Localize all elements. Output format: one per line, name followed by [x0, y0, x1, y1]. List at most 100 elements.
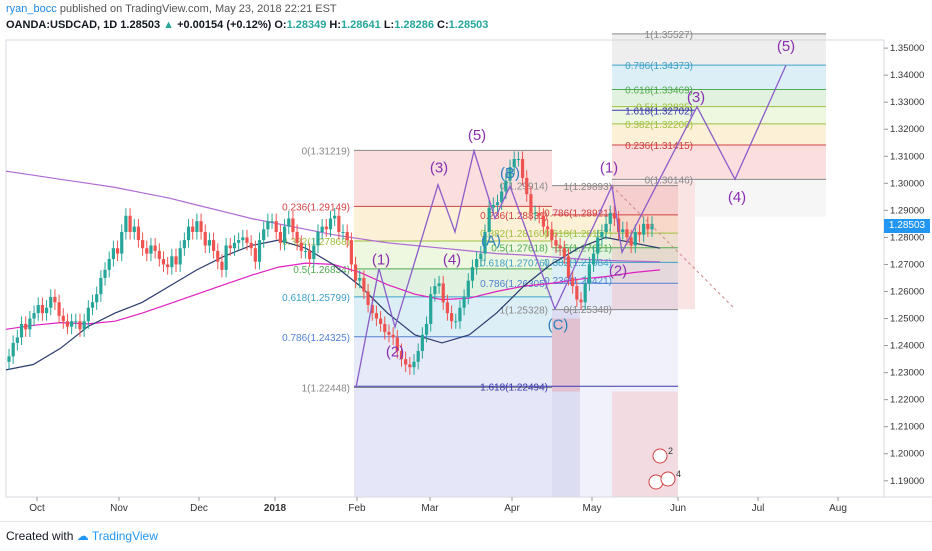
candle-body — [228, 245, 232, 249]
price-chart[interactable]: 0(1.31219) 0.236(1.29149) 0.382(1.27868) 0.… — [0, 0, 932, 521]
price-tick-label: 1.20000 — [890, 449, 924, 460]
candle-body — [32, 313, 36, 319]
candle-body — [337, 215, 341, 232]
candle-body — [249, 242, 253, 249]
candle-body — [495, 202, 500, 205]
time-tick-label: 2018 — [264, 503, 287, 514]
candle-body — [270, 221, 274, 223]
elliott-wave-label: (A) — [481, 233, 501, 250]
time-tick-label: Aug — [829, 503, 847, 514]
price-tick-label: 1.33000 — [890, 97, 924, 108]
candle-body — [441, 283, 445, 303]
time-tick-label: Oct — [29, 503, 45, 514]
elliott-wave-label: (B) — [500, 165, 520, 182]
candle-body — [596, 237, 600, 254]
fib3-label: 0.236(1.26421) — [544, 276, 612, 287]
candle-body — [295, 231, 299, 243]
candle-body — [245, 237, 249, 243]
candle-body — [237, 240, 241, 243]
candle-body — [157, 250, 161, 260]
fib1-label: 0.618(1.25799) — [282, 293, 350, 304]
price-tick-label: 1.22000 — [890, 395, 924, 406]
candle-body — [266, 221, 270, 230]
candle-body — [287, 218, 291, 227]
candle-body — [120, 231, 124, 254]
change-value: +0.00154 (+0.12%) — [177, 19, 272, 31]
candle-body — [65, 321, 70, 327]
fib4-label: 0.786(1.34373) — [625, 61, 693, 72]
elliott-wave-label: (5) — [468, 127, 486, 144]
footer: Created with ☁ TradingView — [0, 521, 932, 551]
candle-body — [103, 269, 107, 278]
elliott-wave-label: (3) — [687, 89, 705, 106]
candle-body — [395, 337, 399, 351]
low-value: 1.28286 — [394, 19, 434, 31]
fib4-label: 0(1.30146) — [645, 175, 693, 186]
fib4-lower-zone — [612, 180, 695, 310]
candle-body — [166, 264, 170, 268]
candle-body — [420, 334, 424, 351]
fib4-extension-label: 1.618(1.32702) — [625, 106, 693, 117]
author-link[interactable]: ryan_bocc — [6, 3, 57, 15]
price-tick-label: 1.31000 — [890, 151, 924, 162]
candle-body — [211, 240, 216, 251]
candle-body — [278, 231, 282, 243]
price-tick-label: 1.34000 — [890, 70, 924, 81]
elliott-wave-label: (4) — [728, 189, 746, 206]
current-price-label: 1.28503 — [884, 219, 930, 233]
symbol-label: OANDA:USDCAD, 1D — [6, 19, 118, 31]
candle-body — [199, 221, 203, 232]
fib3-label: 0(1.25348) — [564, 305, 612, 316]
fib3-label: 1(1.29893) — [564, 182, 612, 193]
price-tick-label: 1.29000 — [890, 205, 924, 216]
candle-body — [274, 221, 278, 232]
up-arrow-icon: ▲ — [163, 19, 175, 31]
candle-body — [232, 242, 237, 249]
candle-body — [408, 364, 412, 368]
candle-body — [345, 231, 349, 241]
event-flag-icon — [660, 471, 676, 487]
fib1-label: 0.236(1.29149) — [282, 202, 350, 213]
time-tick-label: May — [583, 503, 602, 514]
fib4-label: 0.382(1.32200) — [625, 120, 693, 131]
candle-body — [500, 191, 504, 203]
tradingview-brand[interactable]: TradingView — [91, 529, 158, 543]
last-price: 1.28503 — [120, 19, 161, 31]
elliott-wave-label: (1) — [600, 160, 618, 177]
fib2-label: 0.382(1.28160) — [480, 229, 548, 240]
candle-body — [40, 305, 45, 314]
fib4-zone — [612, 123, 826, 146]
fib2-zone — [552, 262, 678, 284]
candle-body — [579, 299, 583, 303]
candle-body — [124, 215, 128, 232]
elliott-wave-label: (C) — [548, 316, 569, 333]
candle-body — [550, 229, 554, 241]
close-value: 1.28503 — [448, 19, 489, 31]
ohlc-line: OANDA:USDCAD, 1D 1.28503 ▲ +0.00154 (+0.… — [6, 19, 488, 31]
fib2-label: 1(1.25328) — [500, 306, 548, 317]
fib2-label: 0.5(1.27618) — [491, 244, 548, 255]
candle-body — [470, 267, 475, 281]
time-tick-label: Mar — [421, 503, 439, 514]
elliott-wave-label: (1) — [372, 251, 390, 268]
fib4-label: 0.618(1.33469) — [625, 86, 693, 97]
candle-body — [161, 259, 166, 265]
candle-body — [44, 307, 49, 314]
candle-body — [370, 305, 374, 314]
fib2-lower-zone — [552, 309, 580, 497]
elliott-wave-label: (5) — [777, 38, 795, 55]
fib2-label: 0.236(1.28831) — [480, 211, 548, 222]
candle-body — [19, 323, 24, 338]
candle-body — [107, 259, 111, 270]
price-tick-label: 1.21000 — [890, 422, 924, 433]
event-badge-count: 2 — [668, 446, 673, 456]
candle-body — [253, 248, 257, 262]
price-axis — [884, 40, 932, 497]
price-tick-label: 1.24000 — [890, 341, 924, 352]
candle-body — [458, 307, 462, 322]
candle-body — [141, 240, 145, 249]
candle-body — [49, 296, 53, 308]
candle-body — [391, 334, 395, 338]
time-tick-label: Jun — [670, 503, 686, 514]
candle-body — [57, 302, 61, 316]
